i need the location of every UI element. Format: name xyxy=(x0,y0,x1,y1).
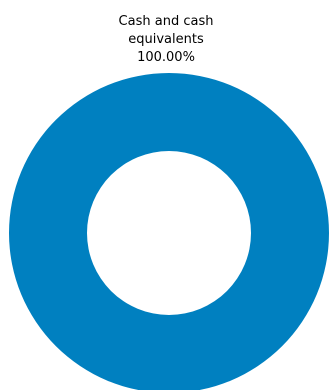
slice-labels: Cash and cash equivalents 100.00% xyxy=(119,14,214,65)
slice-label-line-1: Cash and cash xyxy=(119,14,214,29)
donut-slice-0 xyxy=(9,73,329,390)
slice-label-line-2: equivalents xyxy=(128,32,204,47)
slice-value-label: 100.00% xyxy=(137,50,195,65)
donut-slices xyxy=(9,73,329,390)
